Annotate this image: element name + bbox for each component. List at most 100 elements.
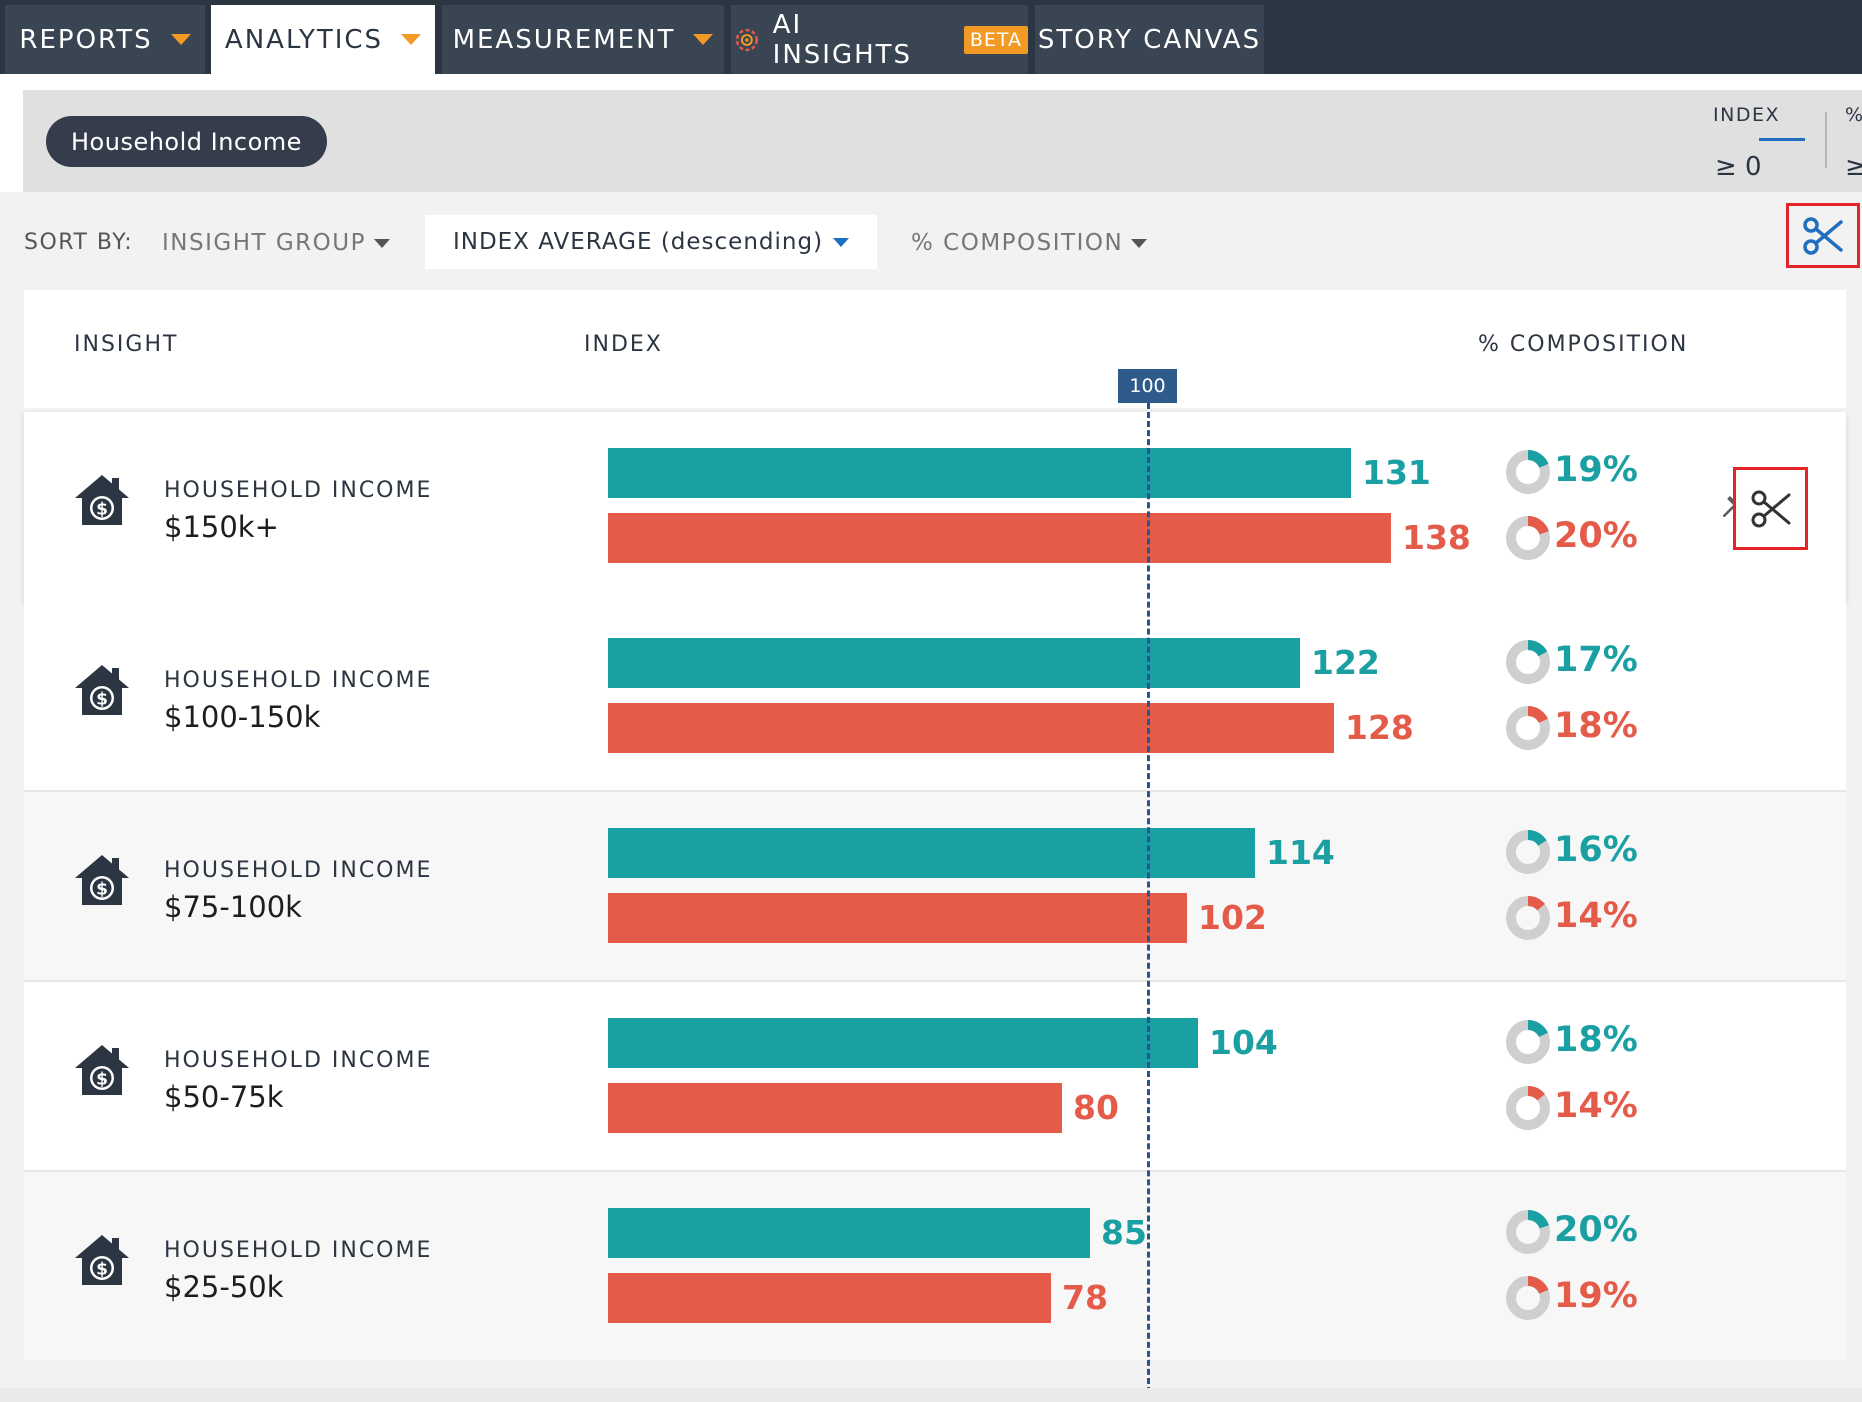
scissors-icon xyxy=(1803,216,1843,255)
index-bar-series-b xyxy=(608,893,1187,943)
scissors-icon xyxy=(1751,490,1790,527)
composition-donut-b-wrap xyxy=(1502,702,1554,758)
top-nav: REPORTS ANALYTICS MEASUREMENT AI INSIGHT… xyxy=(0,0,1862,74)
reference-line-100 xyxy=(1147,403,1150,1402)
composition-value-series-a: 19% xyxy=(1554,450,1638,490)
sort-index-average-label: INDEX AVERAGE (descending) xyxy=(452,229,824,255)
composition-donut-a-wrap xyxy=(1502,826,1554,882)
column-header-composition[interactable]: % COMPOSITION xyxy=(1478,332,1689,357)
row-divider xyxy=(24,1170,1846,1172)
insight-segment: $150k+ xyxy=(164,510,279,544)
index-value-series-b: 102 xyxy=(1198,898,1267,937)
column-header-insight[interactable]: INSIGHT xyxy=(74,332,179,357)
index-bar-series-a xyxy=(608,1208,1090,1258)
index-value-series-b: 78 xyxy=(1062,1278,1108,1317)
index-value-series-a: 122 xyxy=(1311,643,1380,682)
insight-segment: $75-100k xyxy=(164,890,302,924)
tab-ai-insights-label: AI INSIGHTS xyxy=(772,9,913,70)
tab-reports-label: REPORTS xyxy=(19,24,153,55)
tab-analytics[interactable]: ANALYTICS xyxy=(211,5,435,74)
svg-text:$: $ xyxy=(96,500,108,520)
house-dollar-icon: $ xyxy=(75,665,129,715)
tab-measurement-label: MEASUREMENT xyxy=(452,24,676,55)
sort-composition-label: % COMPOSITION xyxy=(911,230,1124,256)
insight-category: HOUSEHOLD INCOME xyxy=(164,1048,433,1073)
composition-donut-a-wrap xyxy=(1502,1016,1554,1072)
insight-segment: $25-50k xyxy=(164,1270,284,1304)
house-dollar-icon-wrap: $ xyxy=(72,1232,132,1292)
beta-badge: BETA xyxy=(963,25,1028,54)
composition-donut-a-wrap xyxy=(1502,1206,1554,1262)
tab-story-canvas[interactable]: STORY CANVAS xyxy=(1035,5,1264,74)
table-row[interactable]: $ HOUSEHOLD INCOME $50-75k 104 80 18% 14% xyxy=(24,982,1846,1170)
insight-category: HOUSEHOLD INCOME xyxy=(164,1238,433,1263)
donut-chart-icon xyxy=(1506,1210,1550,1254)
insight-segment: $50-75k xyxy=(164,1080,284,1114)
pct-filter-label[interactable]: % xyxy=(1845,104,1862,126)
donut-chart-icon xyxy=(1506,1020,1550,1064)
index-filter-value: ≥ 0 xyxy=(1715,152,1762,182)
index-value-series-b: 80 xyxy=(1073,1088,1119,1127)
ai-gear-icon xyxy=(735,28,758,51)
sort-composition[interactable]: % COMPOSITION xyxy=(911,230,1148,256)
chevron-down-icon xyxy=(1131,238,1148,248)
insight-category: HOUSEHOLD INCOME xyxy=(164,858,433,883)
row-divider xyxy=(24,790,1846,792)
column-header-index[interactable]: INDEX xyxy=(584,332,663,357)
composition-value-series-b: 14% xyxy=(1554,1086,1638,1126)
chevron-down-icon xyxy=(170,34,191,45)
composition-value-series-b: 20% xyxy=(1554,516,1638,556)
table-header: INSIGHT INDEX % COMPOSITION xyxy=(24,290,1846,408)
index-value-series-b: 138 xyxy=(1402,518,1471,557)
composition-value-series-a: 17% xyxy=(1554,640,1638,680)
index-bar-series-b xyxy=(608,703,1334,753)
tab-reports[interactable]: REPORTS xyxy=(5,5,205,74)
sort-insight-group[interactable]: INSIGHT GROUP xyxy=(162,230,390,256)
footer-strip xyxy=(0,1388,1862,1402)
pct-filter-value[interactable]: ≥ xyxy=(1845,152,1862,182)
scissors-button-row[interactable] xyxy=(1733,467,1808,550)
index-filter[interactable]: INDEX ≥ 0 xyxy=(1713,104,1828,184)
filter-pill-label: Household Income xyxy=(71,127,302,156)
table-row[interactable]: $ HOUSEHOLD INCOME $75-100k 114 102 16% 14% xyxy=(24,792,1846,980)
house-dollar-icon-wrap: $ xyxy=(72,852,132,912)
house-dollar-icon-wrap: $ xyxy=(72,472,132,532)
table-row[interactable]: $ HOUSEHOLD INCOME $25-50k 85 78 20% 19% xyxy=(24,1172,1846,1360)
tab-story-canvas-label: STORY CANVAS xyxy=(1037,24,1262,55)
index-bar-series-a xyxy=(608,1018,1198,1068)
table-row[interactable]: $ HOUSEHOLD INCOME $150k+ 131 138 19% 20% xyxy=(24,412,1846,602)
filter-divider xyxy=(1825,112,1827,168)
index-filter-underline xyxy=(1759,138,1805,141)
house-dollar-icon-wrap: $ xyxy=(72,1042,132,1102)
chevron-down-icon xyxy=(373,238,390,248)
index-value-series-a: 104 xyxy=(1209,1023,1278,1062)
donut-chart-icon xyxy=(1506,1276,1550,1320)
tab-ai-insights[interactable]: AI INSIGHTS BETA xyxy=(731,5,1028,74)
table-row[interactable]: $ HOUSEHOLD INCOME $100-150k 122 128 17% 18% xyxy=(24,602,1846,790)
insight-category: HOUSEHOLD INCOME xyxy=(164,478,433,503)
house-dollar-icon: $ xyxy=(75,1235,129,1285)
index-filter-label: INDEX xyxy=(1713,104,1780,126)
house-dollar-icon: $ xyxy=(75,855,129,905)
insight-segment: $100-150k xyxy=(164,700,321,734)
index-bar-series-a xyxy=(608,638,1300,688)
donut-chart-icon xyxy=(1506,896,1550,940)
house-dollar-icon: $ xyxy=(75,1045,129,1095)
svg-text:$: $ xyxy=(96,880,108,900)
composition-value-series-b: 14% xyxy=(1554,896,1638,936)
tab-measurement[interactable]: MEASUREMENT xyxy=(442,5,724,74)
filter-bar: Household Income INDEX ≥ 0 % ≥ xyxy=(23,90,1862,192)
svg-text:$: $ xyxy=(96,1070,108,1090)
index-value-series-a: 131 xyxy=(1362,453,1431,492)
donut-chart-icon xyxy=(1506,1086,1550,1130)
index-bar-series-a xyxy=(608,448,1351,498)
composition-value-series-a: 16% xyxy=(1554,830,1638,870)
donut-chart-icon xyxy=(1506,640,1550,684)
reference-tag-100: 100 xyxy=(1118,369,1177,403)
donut-chart-icon xyxy=(1506,516,1550,560)
sort-by-label: SORT BY: xyxy=(24,230,134,255)
composition-donut-b-wrap xyxy=(1502,892,1554,948)
sort-index-average[interactable]: INDEX AVERAGE (descending) xyxy=(425,215,877,269)
filter-pill-household-income[interactable]: Household Income xyxy=(46,116,327,167)
scissors-button-toolbar[interactable] xyxy=(1786,203,1860,268)
